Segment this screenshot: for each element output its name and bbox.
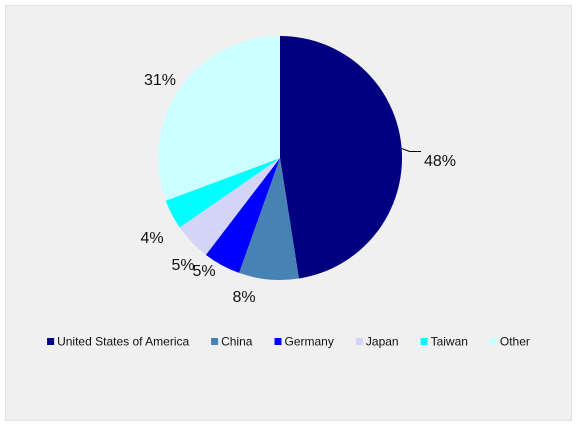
pie-slice-other [157, 35, 280, 201]
legend-label: Other [500, 335, 530, 349]
data-label: 31% [144, 72, 176, 89]
legend-swatch [211, 338, 219, 345]
legend-item: Japan [355, 335, 399, 349]
legend-label: Taiwan [431, 335, 468, 349]
legend-label: Japan [366, 335, 399, 349]
leader-line [401, 148, 422, 153]
legend-label: Germany [285, 335, 334, 349]
pie-slice-germany [205, 158, 280, 273]
legend-item: Germany [274, 335, 334, 349]
legend-swatch [355, 338, 363, 345]
legend-item: China [211, 335, 253, 349]
data-label: 48% [424, 153, 456, 170]
data-label: 8% [232, 289, 255, 306]
data-label: 4% [140, 230, 163, 247]
legend-swatch [47, 338, 55, 345]
legend-item: Taiwan [420, 335, 468, 349]
legend-item: Other [489, 335, 530, 349]
pie-slice-taiwan [165, 158, 280, 228]
legend-swatch [420, 338, 428, 345]
pie-slice-united-states-of-america [280, 36, 403, 279]
legend-label: United States of America [57, 335, 189, 349]
legend-swatch [274, 338, 282, 345]
pie-slice-china [239, 158, 299, 281]
legend-label: China [221, 335, 253, 349]
pie-slice-japan [179, 158, 280, 255]
legend-item: United States of America [47, 335, 189, 349]
legend-swatch [489, 338, 497, 345]
data-label: 5% [171, 257, 194, 274]
data-label: 5% [192, 263, 215, 280]
